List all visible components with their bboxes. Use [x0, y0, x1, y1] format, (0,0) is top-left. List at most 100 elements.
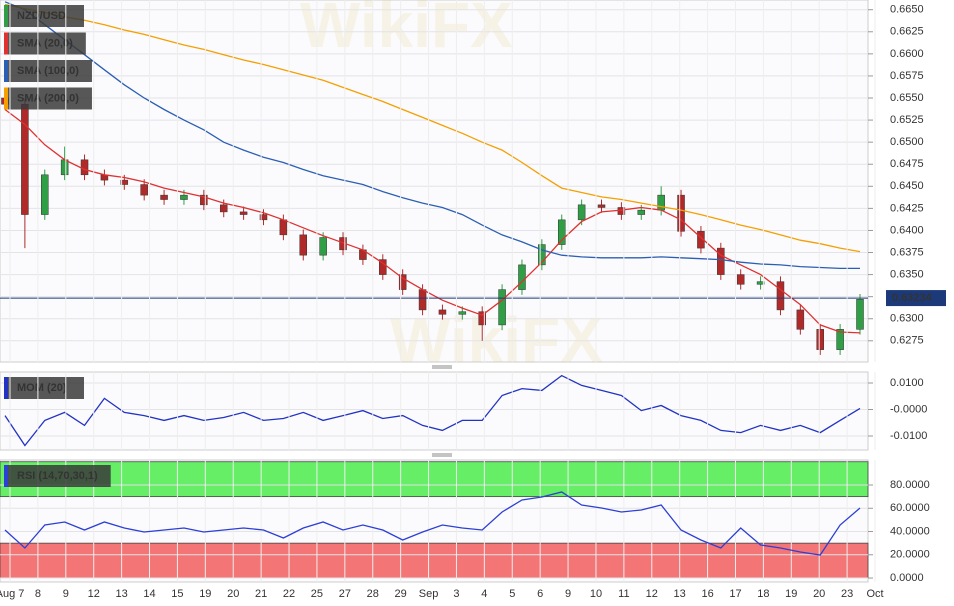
- candle-body: [418, 289, 427, 311]
- x-tick-label: 29: [395, 588, 407, 600]
- last-price-box: [886, 290, 946, 307]
- watermark: WikiFX: [390, 304, 603, 376]
- x-tick-label: 25: [311, 588, 323, 600]
- candle-body: [577, 204, 586, 221]
- x-tick-label: 22: [283, 588, 295, 600]
- threshold-band: [0, 542, 869, 579]
- x-tick-label: Oct: [866, 588, 883, 600]
- legend-box: [4, 60, 92, 82]
- legend-label: MOM (20): [17, 382, 67, 394]
- candle-body: [697, 231, 705, 249]
- y-tick-label: 0.0000: [890, 572, 924, 584]
- legend-swatch: [4, 32, 8, 55]
- last-price-label: 0.63234: [892, 292, 933, 304]
- candle-body: [279, 219, 288, 236]
- y-tick-label: 0.6375: [890, 246, 924, 258]
- candle-body: [180, 194, 188, 200]
- x-tick-label: 9: [565, 588, 571, 600]
- candle-body: [239, 211, 248, 215]
- candle-body: [458, 311, 467, 315]
- legend-item: RSI (14,70,30,1): [4, 465, 111, 487]
- x-tick-label: 9: [63, 588, 69, 600]
- legend-box: [4, 465, 111, 487]
- legend-box: [4, 87, 92, 110]
- x-tick-label: 12: [646, 588, 658, 600]
- y-tick-label: 60.0000: [890, 502, 930, 514]
- candle-body: [478, 311, 486, 326]
- y-tick-label: 0.6475: [890, 158, 924, 170]
- candle-body: [120, 179, 129, 185]
- candle-body: [379, 259, 387, 275]
- series-line: [4, 374, 861, 447]
- panel-grip: [432, 365, 452, 457]
- legend-swatch: [4, 60, 8, 82]
- x-tick-label: 20: [227, 588, 239, 600]
- y-tick-label: -0.0000: [890, 403, 927, 415]
- y-tick-label: -0.0100: [890, 430, 927, 442]
- legend-label: SMA (100,0): [17, 65, 79, 77]
- legend-label: SMA (200,0): [17, 92, 79, 104]
- x-tick-label: 8: [35, 588, 41, 600]
- x-tick-label: 19: [199, 588, 211, 600]
- series-line: [4, 1, 860, 270]
- legend-swatch: [4, 377, 8, 399]
- x-tick-label: Aug 7: [0, 588, 24, 600]
- x-tick-label: 14: [143, 588, 155, 600]
- y-tick-label: 40.0000: [890, 525, 930, 537]
- candle-body: [677, 194, 685, 232]
- candle-body: [518, 264, 526, 290]
- candle-body: [856, 299, 864, 330]
- y-tick-label: 20.0000: [890, 549, 930, 561]
- candle-body: [140, 184, 148, 196]
- candle-body: [259, 214, 268, 221]
- candle-body: [438, 309, 447, 315]
- y-tick-label: 0.6575: [890, 70, 924, 82]
- y-tick-label: 0.6275: [890, 335, 924, 347]
- legend-item: MOM (20): [4, 377, 84, 399]
- x-tick-label: 21: [255, 588, 267, 600]
- x-tick-label: 10: [590, 588, 602, 600]
- x-tick-label: 27: [339, 588, 351, 600]
- x-tick-label: 5: [509, 588, 515, 600]
- y-tick-label: 0.6650: [890, 4, 924, 16]
- candle-body: [41, 174, 49, 215]
- candle-body: [160, 194, 168, 200]
- candle-body: [219, 204, 228, 213]
- candle-body: [299, 234, 308, 256]
- x-tick-label: 16: [701, 588, 713, 600]
- y-tick-label: 0.6625: [890, 26, 924, 38]
- candle-body: [796, 309, 805, 330]
- x-tick-label: 23: [841, 588, 853, 600]
- candle-body: [319, 237, 327, 256]
- candle-body: [60, 159, 69, 176]
- candle-body: [816, 329, 824, 350]
- y-tick-label: 0.6300: [890, 313, 924, 325]
- x-tick-label: 13: [115, 588, 127, 600]
- legend-swatch: [4, 87, 8, 110]
- x-tick-label: 19: [785, 588, 797, 600]
- x-tick-label: 15: [171, 588, 183, 600]
- y-tick-label: 0.6450: [890, 180, 924, 192]
- legend-swatch: [4, 465, 8, 487]
- series-line: [4, 108, 861, 334]
- x-tick-label: 12: [88, 588, 100, 600]
- x-tick-label: 18: [757, 588, 769, 600]
- momentum-panel: [0, 371, 869, 451]
- threshold-band: [0, 461, 869, 498]
- legend-item: SMA (20,0): [4, 32, 86, 55]
- legend-label: SMA (20,0): [17, 37, 73, 49]
- y-tick-label: 80.0000: [890, 479, 930, 491]
- candle-body: [21, 103, 29, 215]
- x-tick-label: Sep: [419, 588, 439, 600]
- x-tick-label: 3: [453, 588, 459, 600]
- y-tick-label: 0.6400: [890, 224, 924, 236]
- x-tick-label: 20: [813, 588, 825, 600]
- legend-item: SMA (100,0): [4, 60, 92, 82]
- legend-item: NZD/USD: [4, 5, 84, 27]
- y-tick-label: 0.0100: [890, 377, 924, 389]
- candle-body: [498, 289, 506, 326]
- y-tick-label: 0.6425: [890, 202, 924, 214]
- candle-body: [637, 209, 646, 215]
- y-tick-label: 0.6350: [890, 268, 924, 280]
- legend-swatch: [4, 5, 8, 27]
